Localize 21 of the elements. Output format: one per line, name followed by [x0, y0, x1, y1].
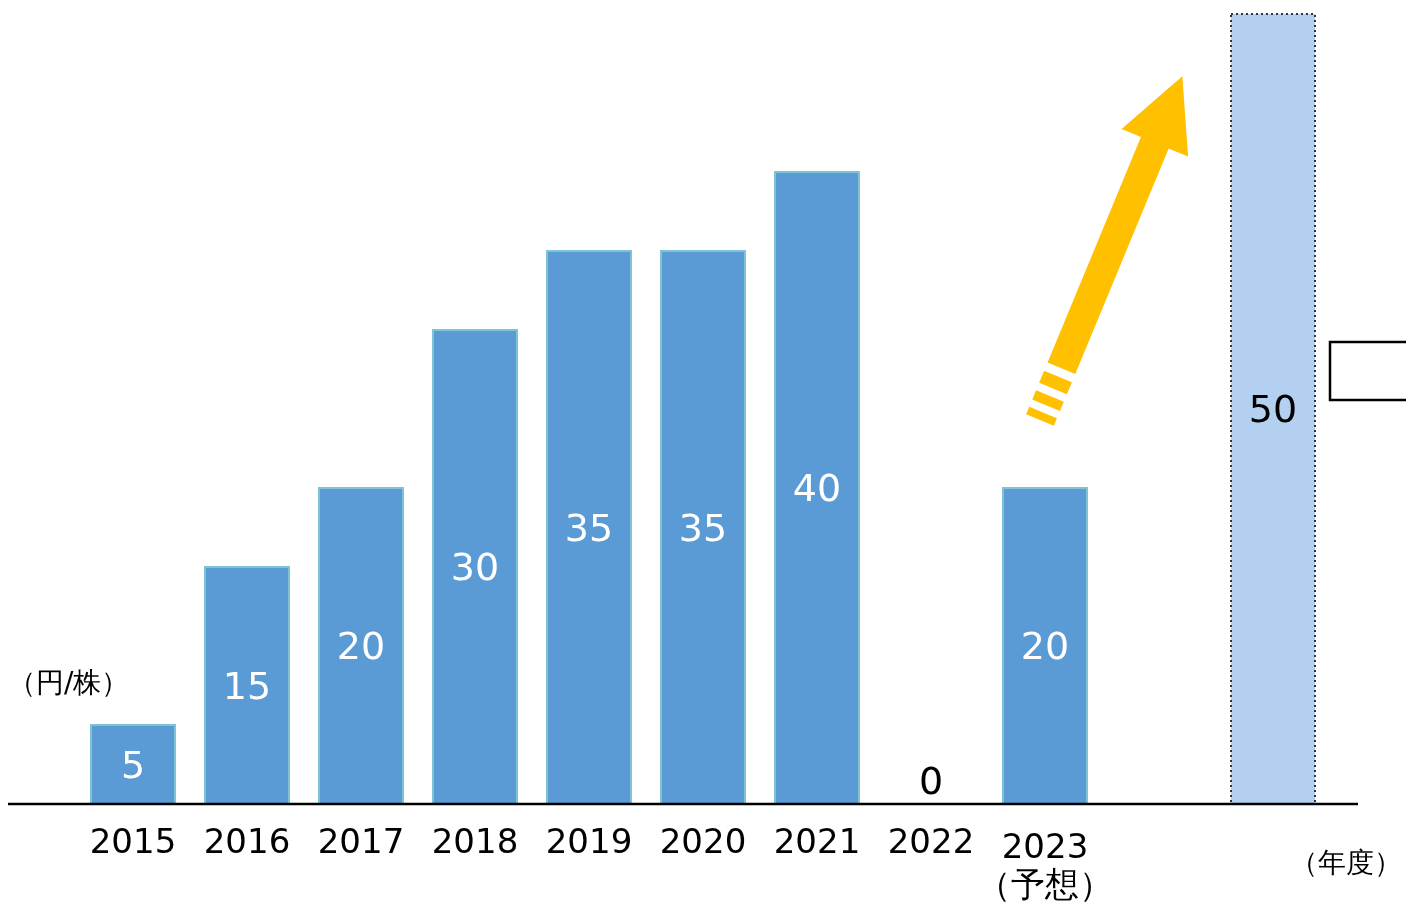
x-tick-label: 2020	[659, 821, 747, 861]
y-axis-title: （円/株）	[8, 666, 130, 699]
x-axis-title: （年度）	[1290, 846, 1402, 879]
x-tick-label: 2019	[545, 821, 633, 861]
data-label: 35	[564, 505, 614, 550]
data-label: 20	[336, 624, 386, 668]
x-tick-label: 2021	[773, 821, 861, 861]
data-label: 0	[918, 759, 944, 803]
x-tick-label: 2015	[89, 821, 177, 861]
x-tick-label: 2016	[203, 821, 291, 861]
data-label: 5	[120, 742, 146, 787]
data-label: 35	[678, 505, 728, 550]
data-label: 15	[222, 663, 272, 708]
data-label: 20	[1020, 624, 1070, 668]
x-tick-label: 2017	[317, 821, 405, 861]
x-tick-label: 2018	[431, 821, 519, 861]
x-tick-label: 2023 （予想）	[977, 826, 1113, 904]
x-tick-label: 2022	[887, 821, 975, 861]
data-label: 50	[1248, 387, 1298, 431]
data-label: 40	[792, 466, 842, 510]
data-label: 30	[450, 545, 500, 589]
